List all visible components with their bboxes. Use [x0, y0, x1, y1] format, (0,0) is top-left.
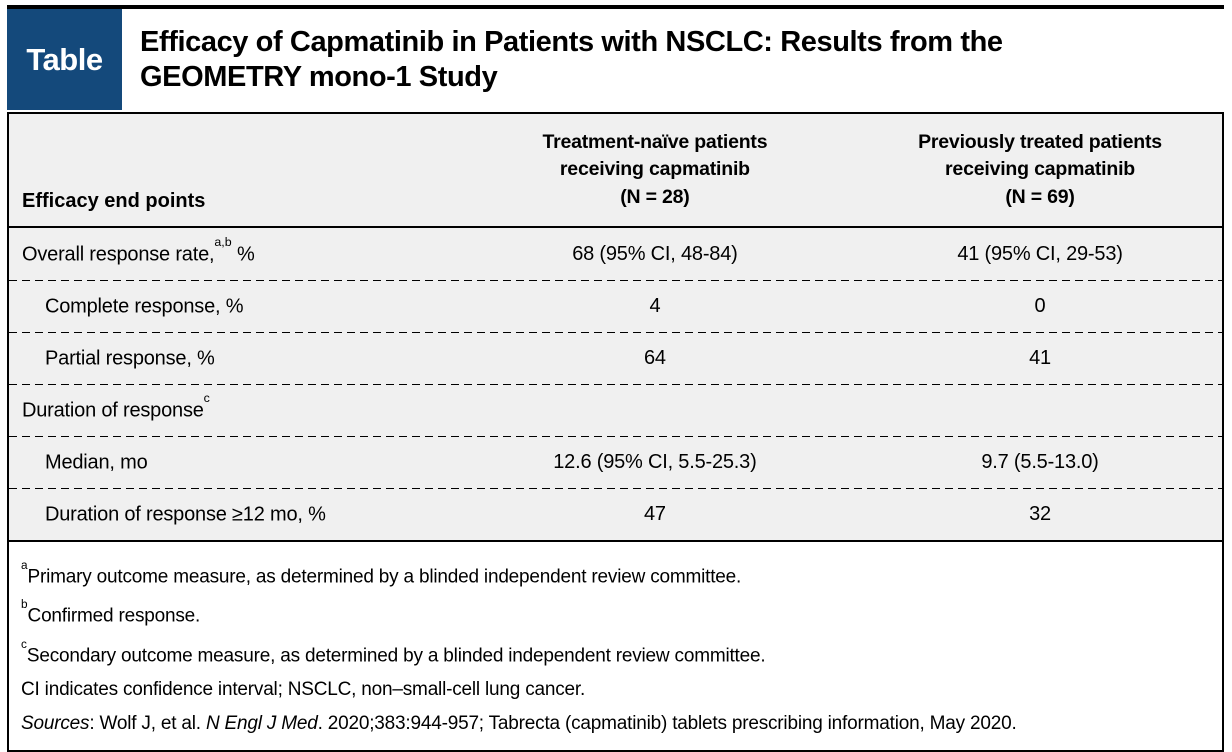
cell-value-previously-treated: 41: [1029, 346, 1051, 369]
cell-value-previously-treated: 0: [1034, 294, 1046, 317]
row-label: Partial response, %: [45, 347, 215, 370]
sources-journal: N Engl J Med: [205, 712, 318, 734]
cell-value-treatment-naive: 12.6 (95% CI, 5.5-25.3): [553, 450, 757, 473]
table-row-partial-response: Partial response, % 64 41: [9, 332, 1222, 384]
table-label: Table: [26, 41, 103, 77]
cell-value-previously-treated: 32: [1029, 502, 1051, 525]
table-title-line1: Efficacy of Capmatinib in Patients with …: [140, 25, 1003, 58]
footnote-b: bConfirmed response.: [21, 598, 201, 627]
cell-value-treatment-naive: 68 (95% CI, 48-84): [572, 242, 738, 265]
table-body: Overall response rate,a,b % 68 (95% CI, …: [9, 228, 1222, 540]
footnote-sources: Sources: Wolf J, et al. N Engl J Med. 20…: [21, 712, 1017, 734]
masthead: Table Efficacy of Capmatinib in Patients…: [7, 9, 1224, 110]
cell-value-previously-treated: 41 (95% CI, 29-53): [957, 242, 1123, 265]
table-row-duration-ge-12-mo: Duration of response ≥12 mo, % 47 32: [9, 488, 1222, 540]
header-treatment-naive-line2: receiving capmatinib: [559, 158, 750, 181]
table-row-complete-response: Complete response, % 4 0: [9, 280, 1222, 332]
table-row-duration-of-response: Duration of responsec: [9, 384, 1222, 436]
table-title: Efficacy of Capmatinib in Patients with …: [122, 9, 1224, 110]
row-label: Duration of response ≥12 mo, %: [45, 503, 326, 526]
footnote-b-marker: b: [21, 598, 28, 612]
row-label: Median, mo: [45, 451, 148, 474]
footnote-abbreviations: CI indicates confidence interval; NSCLC,…: [21, 678, 586, 700]
cell-value-previously-treated: 9.7 (5.5-13.0): [981, 450, 1099, 473]
table-title-line2: GEOMETRY mono-1 Study: [140, 60, 498, 93]
data-table: Efficacy end points Treatment-naïve pati…: [7, 112, 1224, 752]
table-label-box: Table: [7, 9, 122, 110]
header-treatment-naive-line1: Treatment-naïve patients: [542, 131, 768, 154]
footnote-a-marker: a: [21, 558, 28, 572]
row-label: Overall response rate,a,b %: [22, 235, 255, 266]
header-treatment-naive: Treatment-naïve patients receiving capma…: [452, 117, 858, 223]
header-previously-treated-line1: Previously treated patients: [918, 131, 1162, 154]
sources-label: Sources: [21, 712, 90, 734]
row-label: Complete response, %: [45, 295, 244, 318]
footnote-a: aPrimary outcome measure, as determined …: [21, 558, 742, 588]
header-treatment-naive-line3: (N = 28): [620, 185, 690, 208]
footnote-c: cSecondary outcome measure, as determine…: [21, 637, 766, 666]
footnote-c-marker: c: [21, 637, 27, 651]
table-row-overall-response-rate: Overall response rate,a,b % 68 (95% CI, …: [9, 228, 1222, 280]
header-previously-treated-line3: (N = 69): [1005, 185, 1075, 208]
row-label: Duration of responsec: [22, 391, 210, 422]
top-rule: [7, 5, 1224, 9]
cell-value-treatment-naive: 64: [643, 346, 666, 369]
table-row-median-mo: Median, mo 12.6 (95% CI, 5.5-25.3) 9.7 (…: [9, 436, 1222, 488]
footnotes: aPrimary outcome measure, as determined …: [9, 540, 1222, 750]
cell-value-treatment-naive: 47: [643, 502, 666, 525]
header-previously-treated: Previously treated patients receiving ca…: [858, 117, 1222, 223]
header-row: Efficacy end points Treatment-naïve pati…: [9, 114, 1222, 228]
header-efficacy-end-points: Efficacy end points: [22, 190, 206, 212]
superscript-marker: c: [203, 391, 210, 406]
superscript-marker: a,b: [214, 235, 232, 250]
cell-value-treatment-naive: 4: [649, 294, 661, 317]
header-previously-treated-line2: receiving capmatinib: [945, 158, 1136, 181]
